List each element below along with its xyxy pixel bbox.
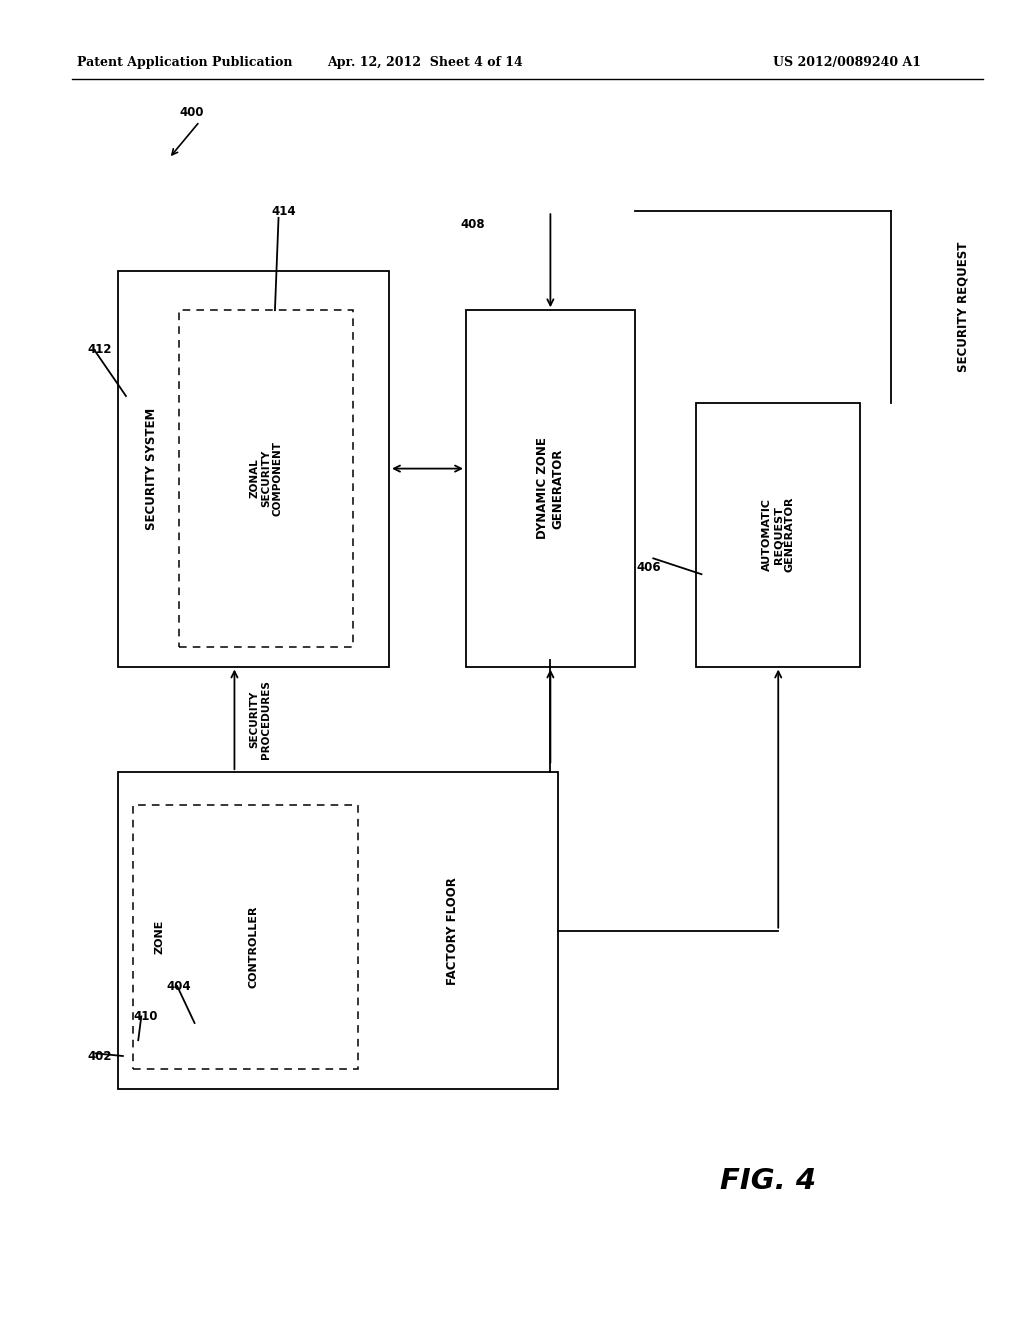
Text: 408: 408	[461, 218, 485, 231]
Text: AUTOMATIC
REQUEST
GENERATOR: AUTOMATIC REQUEST GENERATOR	[762, 496, 795, 573]
Text: CONTROLLER: CONTROLLER	[249, 906, 258, 989]
Bar	[179, 310, 353, 647]
Text: DYNAMIC ZONE
GENERATOR: DYNAMIC ZONE GENERATOR	[537, 437, 564, 540]
Text: 404: 404	[167, 979, 191, 993]
Text: Patent Application Publication: Patent Application Publication	[77, 55, 292, 69]
Bar	[466, 310, 635, 667]
Bar	[189, 845, 317, 1049]
Text: 402: 402	[87, 1049, 112, 1063]
Bar	[696, 403, 860, 667]
Text: ZONE: ZONE	[155, 920, 165, 954]
Text: FIG. 4: FIG. 4	[720, 1167, 816, 1196]
Bar	[118, 271, 389, 667]
Text: 406: 406	[637, 561, 662, 574]
Text: FACTORY FLOOR: FACTORY FLOOR	[445, 876, 459, 985]
Bar	[118, 772, 558, 1089]
Bar	[133, 805, 358, 1069]
Text: 412: 412	[87, 343, 112, 356]
Text: 400: 400	[179, 106, 204, 119]
Text: 414: 414	[271, 205, 296, 218]
Text: SECURITY SYSTEM: SECURITY SYSTEM	[145, 408, 158, 529]
Text: Apr. 12, 2012  Sheet 4 of 14: Apr. 12, 2012 Sheet 4 of 14	[327, 55, 523, 69]
Text: SECURITY
PROCEDURES: SECURITY PROCEDURES	[249, 680, 270, 759]
Text: US 2012/0089240 A1: US 2012/0089240 A1	[773, 55, 922, 69]
Text: SECURITY REQUEST: SECURITY REQUEST	[956, 242, 969, 372]
Text: ZONAL
SECURITY
COMPONENT: ZONAL SECURITY COMPONENT	[250, 441, 283, 516]
Text: 410: 410	[133, 1010, 158, 1023]
